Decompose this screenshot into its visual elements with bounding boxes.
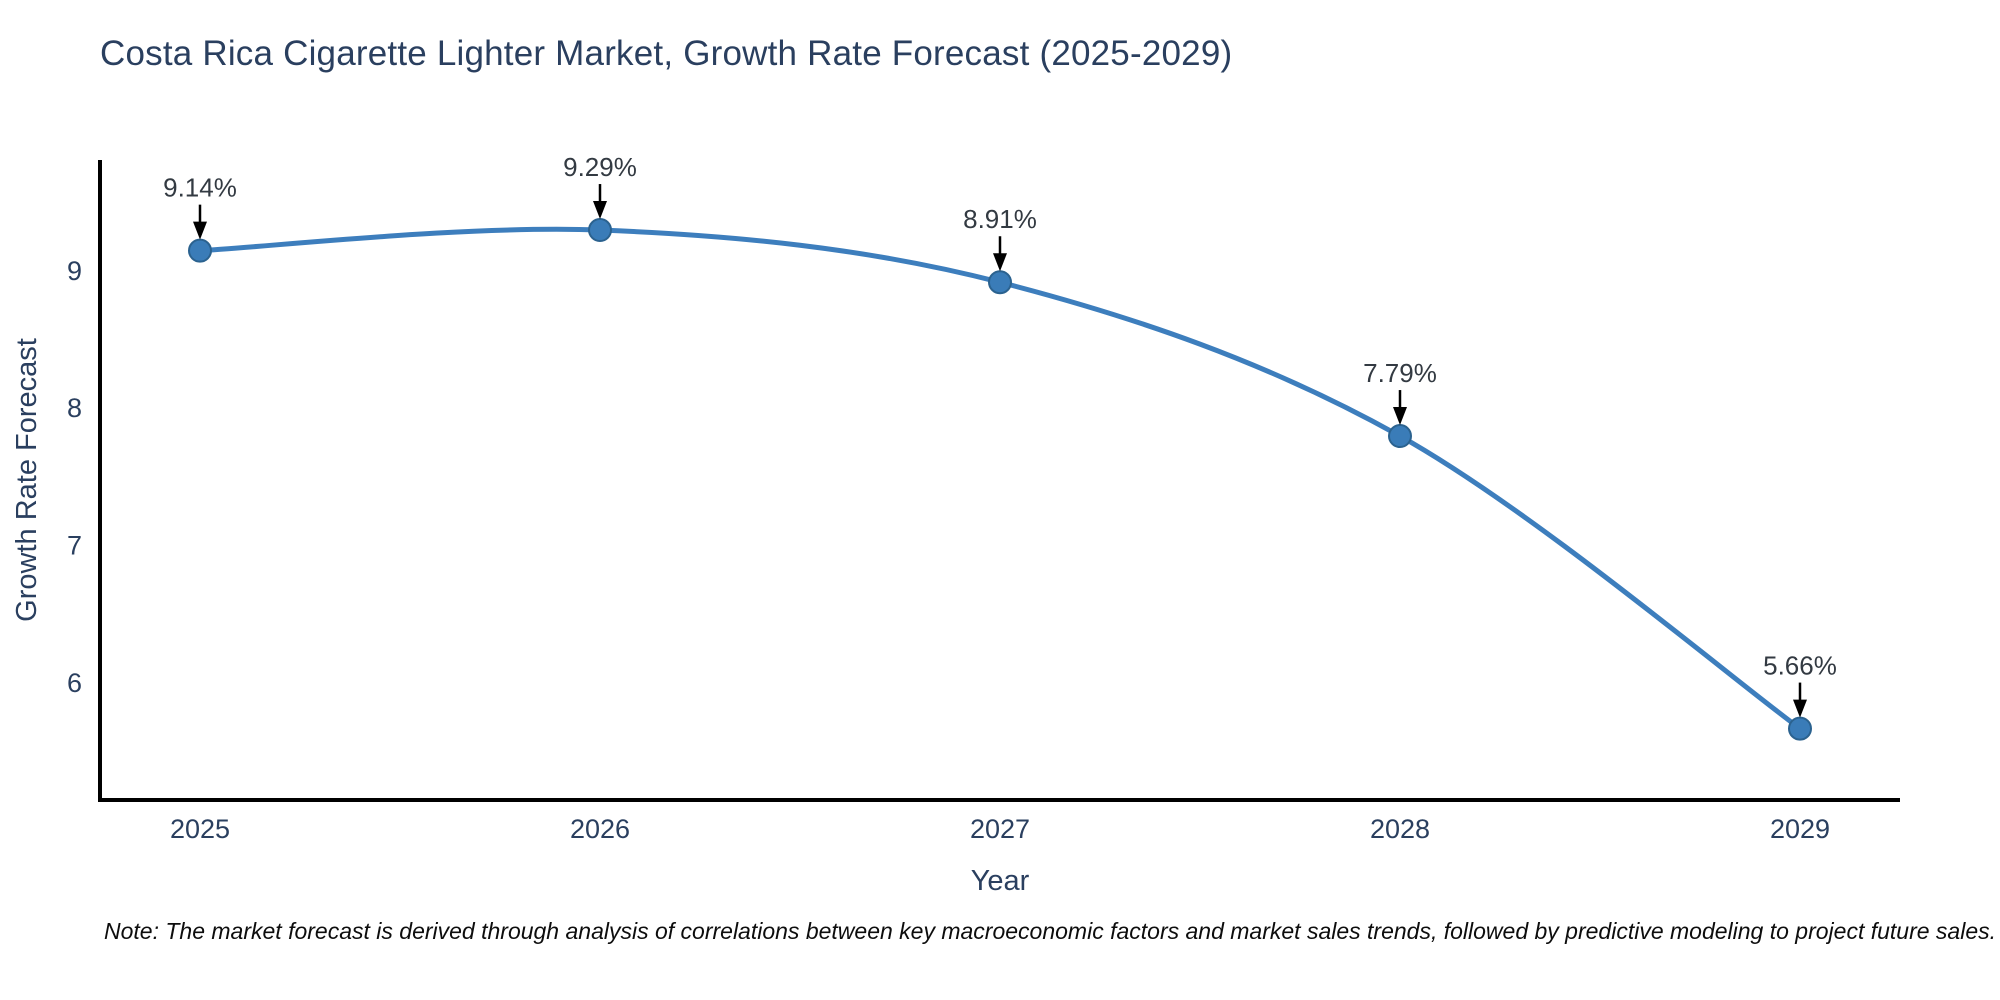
y-axis-title: Growth Rate Forecast: [11, 338, 43, 622]
annotation-label-2025: 9.14%: [163, 173, 237, 203]
annotation-label-2029: 5.66%: [1763, 651, 1837, 681]
x-tick-label-2027: 2027: [970, 814, 1030, 844]
annotation-arrowhead-2026: [593, 201, 607, 220]
y-tick-label-6: 6: [67, 668, 82, 698]
x-tick-label-2029: 2029: [1770, 814, 1830, 844]
data-point-2029: [1788, 716, 1812, 741]
annotation-label-2028: 7.79%: [1363, 358, 1437, 388]
annotation-arrowhead-2028: [1393, 407, 1407, 426]
y-tick-label-9: 9: [67, 256, 82, 286]
x-tick-label-2028: 2028: [1370, 814, 1430, 844]
x-tick-label-2025: 2025: [170, 814, 230, 844]
y-tick-label-7: 7: [67, 531, 82, 561]
footnote: Note: The market forecast is derived thr…: [104, 918, 1997, 944]
x-axis-title: Year: [971, 865, 1030, 897]
data-point-2026: [588, 218, 612, 243]
annotation-arrowhead-2027: [993, 253, 1007, 272]
annotation-label-2027: 8.91%: [963, 204, 1037, 234]
annotation-arrowhead-2025: [193, 221, 207, 240]
y-tick-label-8: 8: [67, 393, 82, 423]
data-point-2028: [1388, 424, 1412, 449]
annotation-arrowhead-2029: [1793, 699, 1807, 718]
x-tick-label-2026: 2026: [570, 814, 630, 844]
trend-line: [197, 226, 1803, 732]
annotation-label-2026: 9.29%: [563, 152, 637, 182]
chart-title: Costa Rica Cigarette Lighter Market, Gro…: [100, 34, 1233, 73]
data-point-2027: [988, 270, 1012, 295]
data-point-2025: [188, 238, 212, 263]
